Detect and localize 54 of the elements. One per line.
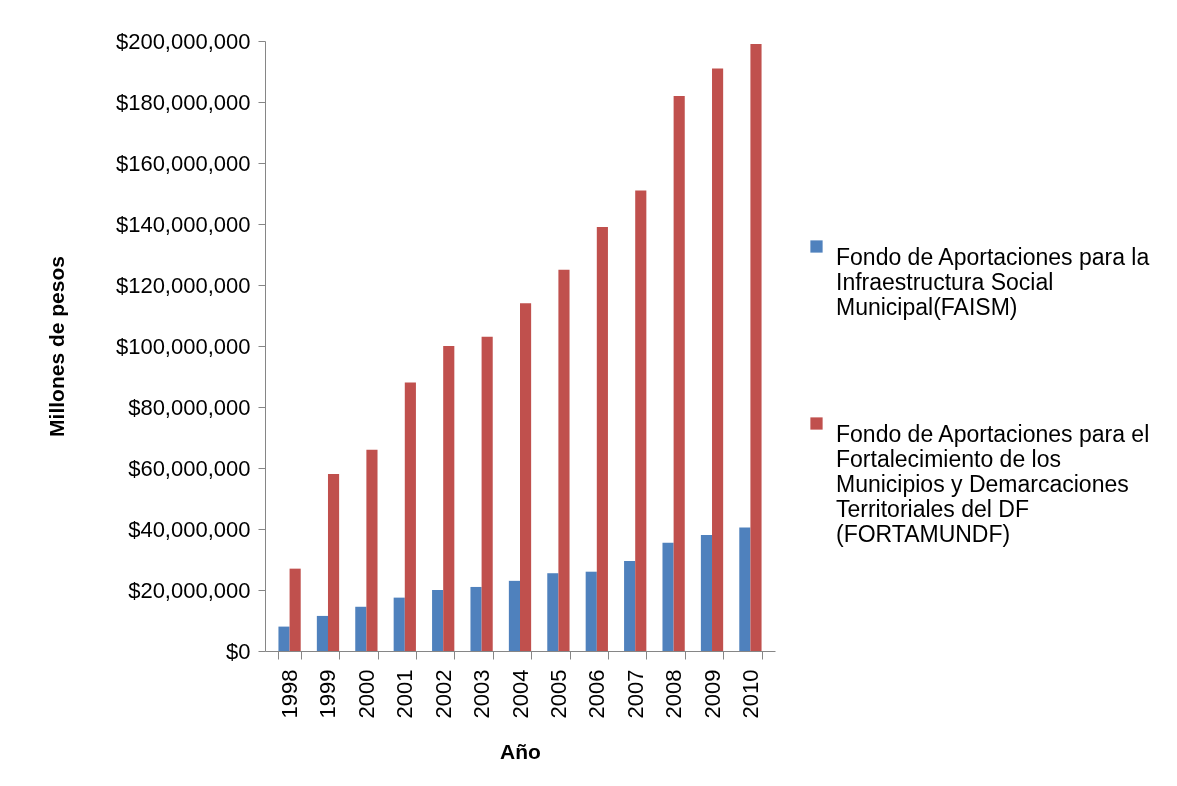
bar — [508, 580, 520, 651]
bar — [327, 474, 340, 651]
bar — [585, 571, 597, 651]
bar — [547, 573, 559, 651]
bar — [712, 68, 724, 651]
x-tick-label: 2000 — [353, 669, 379, 719]
y-tick-label: $180,000,000 — [115, 89, 251, 115]
bar — [393, 597, 405, 651]
x-tick-label: 2003 — [469, 669, 495, 719]
x-tick-label: 2004 — [507, 669, 533, 719]
y-tick-label: $20,000,000 — [128, 577, 251, 603]
bar — [520, 303, 532, 651]
bar — [481, 336, 493, 651]
bar — [739, 527, 751, 651]
y-tick-label: $60,000,000 — [128, 455, 251, 481]
bar — [558, 269, 570, 651]
bar — [596, 227, 608, 651]
bar — [635, 190, 647, 651]
bar — [432, 590, 444, 651]
legend-label: Fondo de Aportaciones para el Fortalecimiento de los Municipios y Demarcaciones Territoriales del DF (FORTAMUNDF) — [836, 420, 1150, 547]
bar — [404, 382, 416, 651]
bar — [278, 626, 290, 651]
bar — [289, 568, 301, 651]
bar — [662, 542, 674, 651]
x-tick-label: 2009 — [699, 669, 725, 719]
bar — [673, 95, 685, 651]
bar — [624, 561, 636, 651]
bar — [700, 535, 713, 651]
y-tick-label: $160,000,000 — [115, 150, 251, 176]
y-tick-label: $140,000,000 — [115, 211, 251, 237]
x-tick-label: 2008 — [661, 669, 687, 719]
x-tick-label: 2002 — [430, 669, 456, 719]
x-tick-label: 2005 — [545, 669, 571, 719]
x-tick-label: 2001 — [392, 669, 418, 719]
y-tick-label: $40,000,000 — [128, 516, 251, 542]
x-tick-label: 1998 — [277, 669, 303, 719]
x-tick-label: 2006 — [584, 669, 610, 719]
y-tick-label: $200,000,000 — [115, 28, 251, 54]
x-tick-label: 2010 — [737, 669, 763, 719]
y-axis-title: Millones de pesos — [44, 256, 68, 437]
bar — [355, 606, 367, 651]
y-tick-label: $100,000,000 — [115, 333, 251, 359]
x-tick-label: 1999 — [315, 669, 341, 719]
bar — [366, 449, 378, 651]
x-axis-title: Año — [500, 740, 541, 764]
bar — [443, 346, 455, 651]
y-tick-label: $120,000,000 — [115, 272, 251, 298]
bar — [750, 44, 762, 651]
y-tick-label: $0 — [226, 638, 251, 664]
legend-label: Fondo de Aportaciones para la Infraestructura Social Municipal(FAISM) — [836, 243, 1150, 320]
x-tick-label: 2007 — [622, 669, 648, 719]
bar — [470, 586, 482, 651]
bar — [316, 615, 328, 651]
y-tick-label: $80,000,000 — [128, 394, 251, 420]
